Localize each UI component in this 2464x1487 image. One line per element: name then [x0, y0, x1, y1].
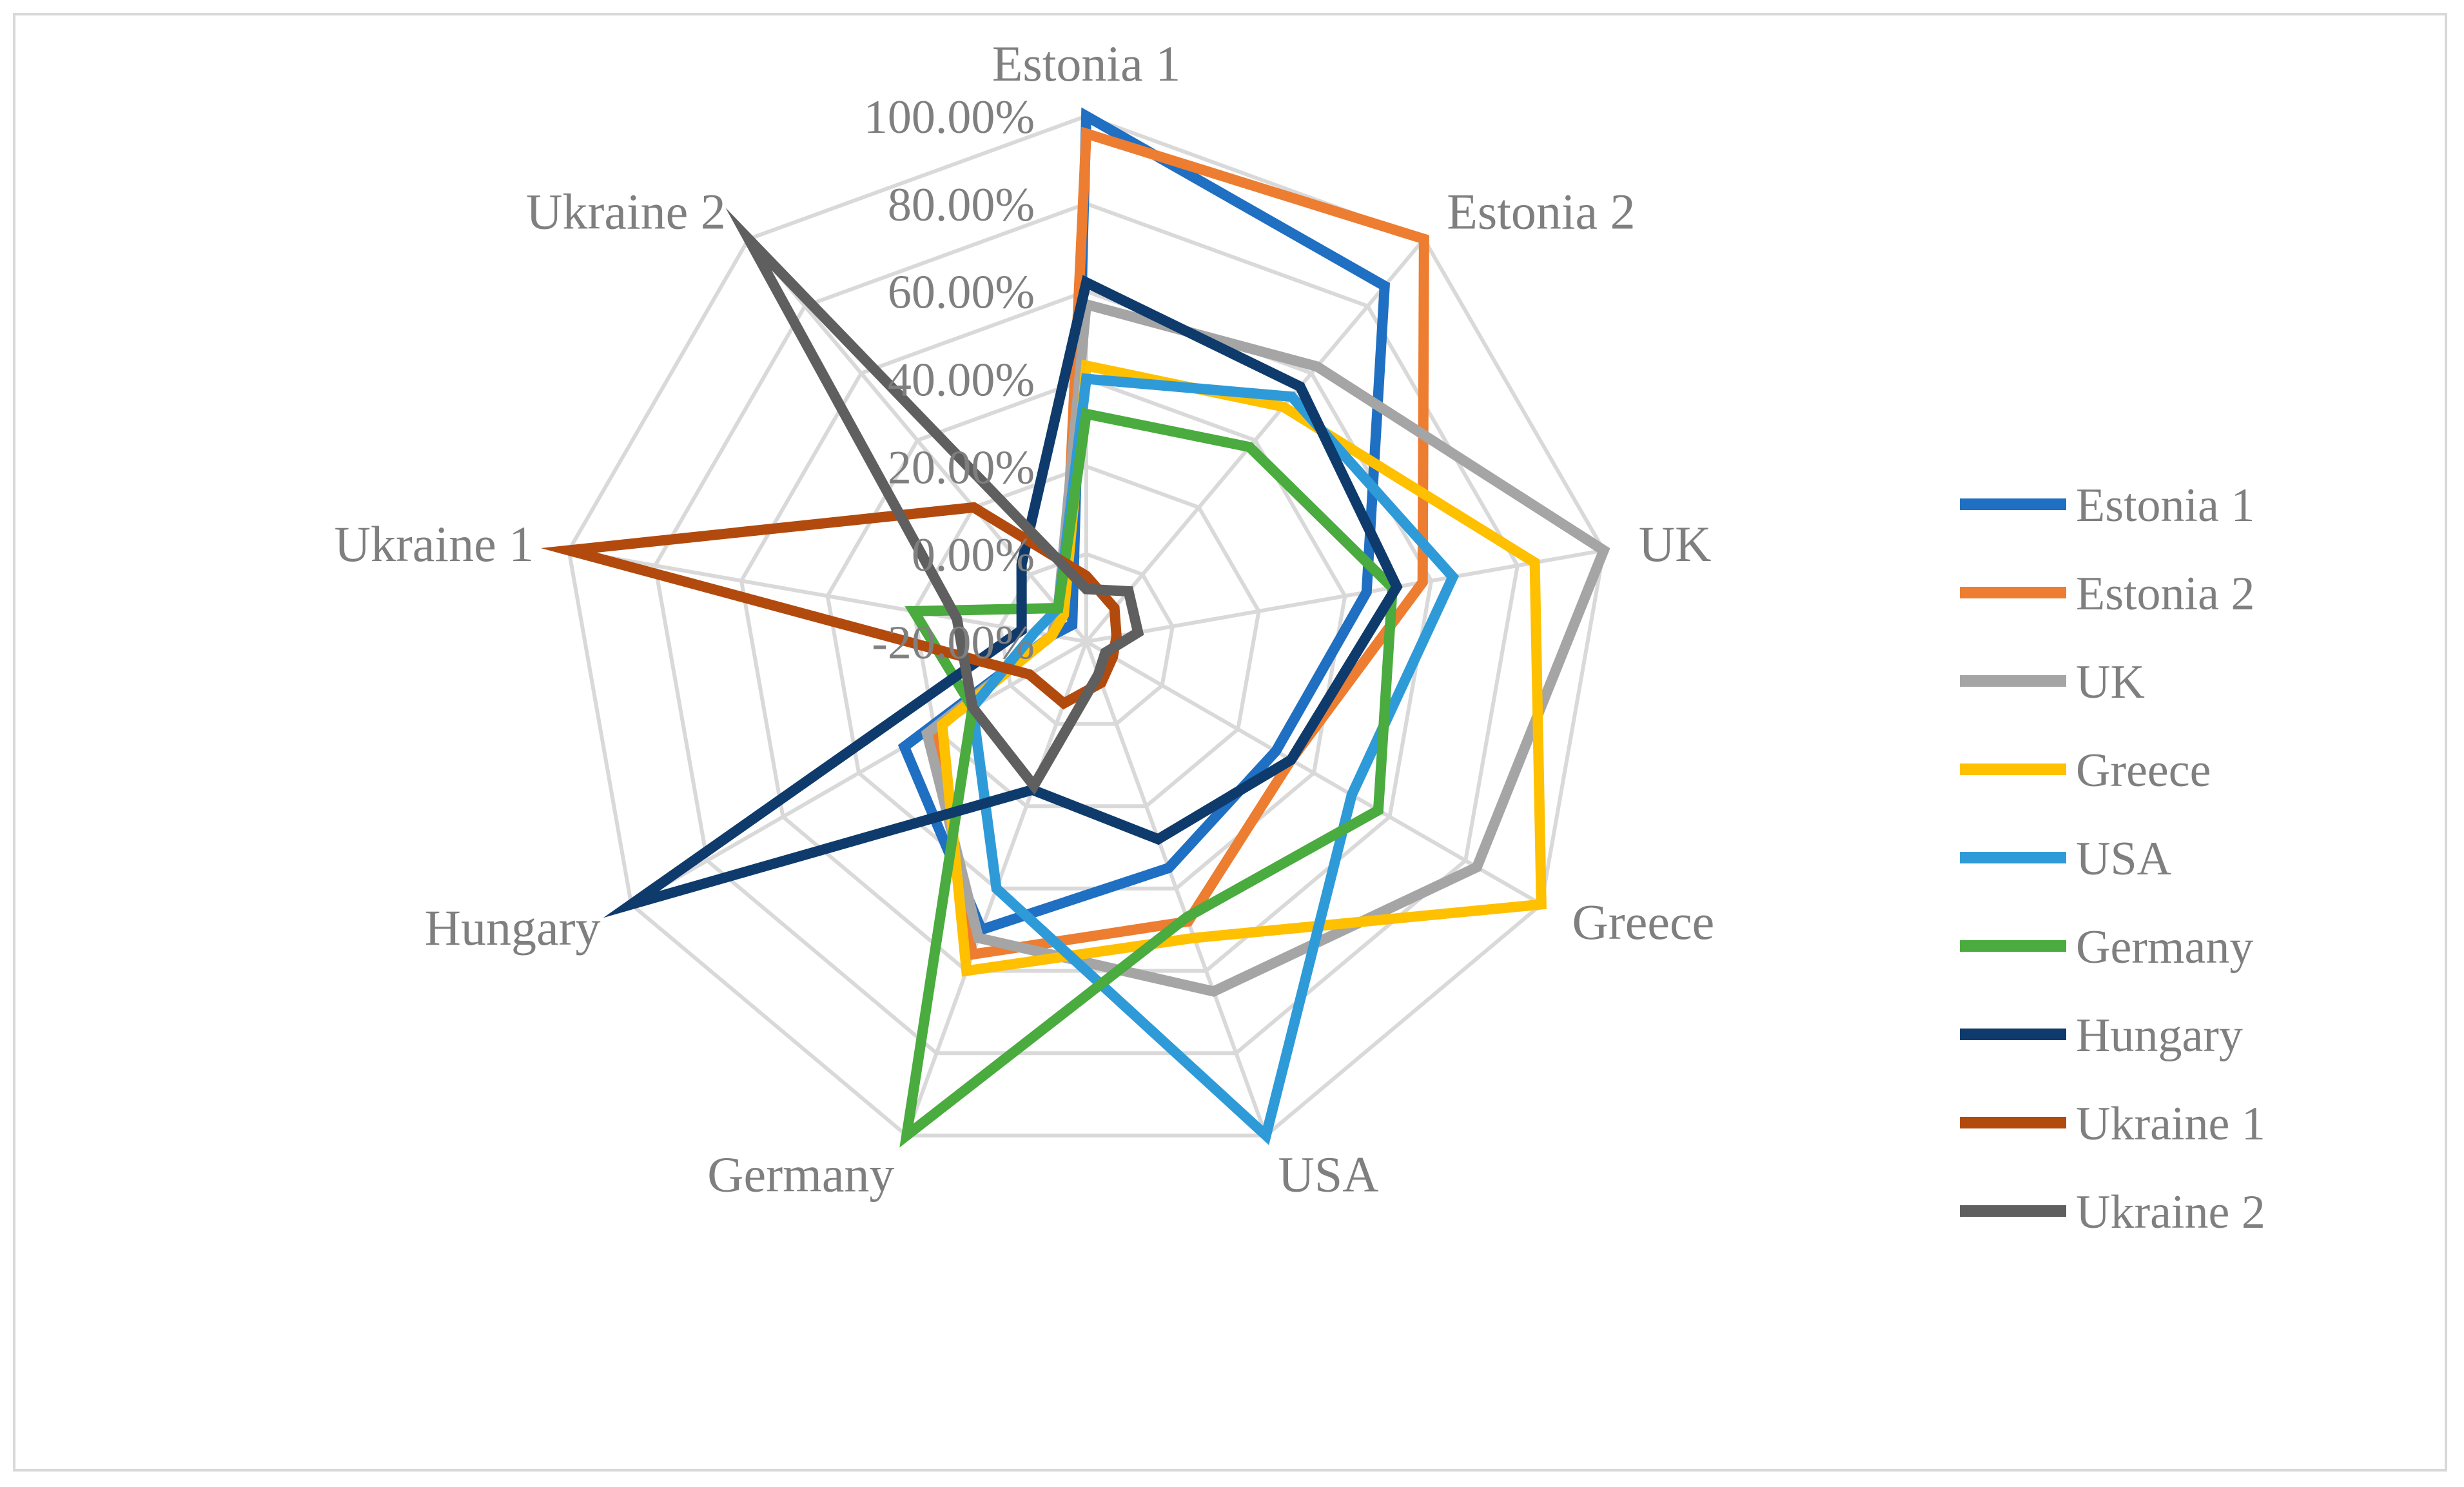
tick-layer: -20.00% 0.00% 20.00% 40.00% 60.00% 80.00% 100.… [864, 91, 1035, 669]
grid-ring-100-00 [567, 113, 1606, 1137]
series-line-greece [937, 359, 1547, 977]
spoke-ukraine-2 [747, 237, 1088, 643]
tick-label-80-00: 80.00% [888, 179, 1035, 231]
grid-ring-0-00 [998, 551, 1175, 726]
tick-label-20-00: 20.00% [888, 441, 1035, 494]
spoke-usa [1084, 640, 1268, 1136]
axis-label-usa: USA [1278, 1147, 1379, 1203]
legend-label-estonia-2: Estonia 2 [2076, 567, 2254, 620]
series-line-germany [899, 408, 1398, 1148]
axis-label-estonia-2: Estonia 2 [1447, 184, 1635, 240]
spoke-uk [1086, 548, 1605, 644]
legend-label-ukraine-2: Ukraine 2 [2076, 1186, 2265, 1239]
series-layer [540, 107, 1610, 1148]
spoke-ukraine-1 [568, 548, 1087, 644]
series-line-ukraine-2 [725, 208, 1144, 795]
axis-label-ukraine-2: Ukraine 2 [526, 184, 726, 240]
category-labels: Estonia 1 Estonia 2 UK Greece USA Germany Hung… [334, 35, 1714, 1203]
tick-label-0-00: 0.00% [912, 529, 1035, 582]
spoke-greece [1085, 640, 1543, 907]
legend: Estonia 1 Estonia 2 UK Greece USA Germany Hung… [1960, 479, 2265, 1239]
grid-ring-80-00 [653, 201, 1520, 1056]
axis-label-uk: UK [1639, 516, 1712, 572]
spoke-hungary [630, 640, 1088, 907]
legend-label-greece: Greece [2076, 744, 2211, 797]
axis-label-ukraine-1: Ukraine 1 [334, 516, 534, 572]
legend-label-hungary: Hungary [2076, 1009, 2243, 1062]
tick-label-100-00: 100.00% [864, 91, 1035, 144]
axis-label-germany: Germany [707, 1147, 894, 1203]
series-line-hungary [603, 275, 1403, 918]
legend-label-uk: UK [2076, 656, 2145, 709]
series-line-usa [967, 373, 1459, 1145]
tick-label-40-00: 40.00% [888, 354, 1035, 407]
legend-label-ukraine-1: Ukraine 1 [2076, 1098, 2265, 1150]
series-line-estonia-1 [897, 107, 1391, 936]
legend-label-estonia-1: Estonia 1 [2076, 479, 2254, 532]
legend-label-germany: Germany [2076, 921, 2253, 974]
tick-label-20-00: -20.00% [872, 616, 1035, 669]
axis-label-greece: Greece [1572, 894, 1714, 950]
tick-label-60-00: 60.00% [888, 266, 1035, 319]
spoke-estonia-2 [1084, 237, 1426, 643]
legend-label-usa: USA [2076, 832, 2171, 885]
axis-label-hungary: Hungary [425, 900, 601, 956]
axis-label-estonia-1: Estonia 1 [992, 35, 1180, 92]
